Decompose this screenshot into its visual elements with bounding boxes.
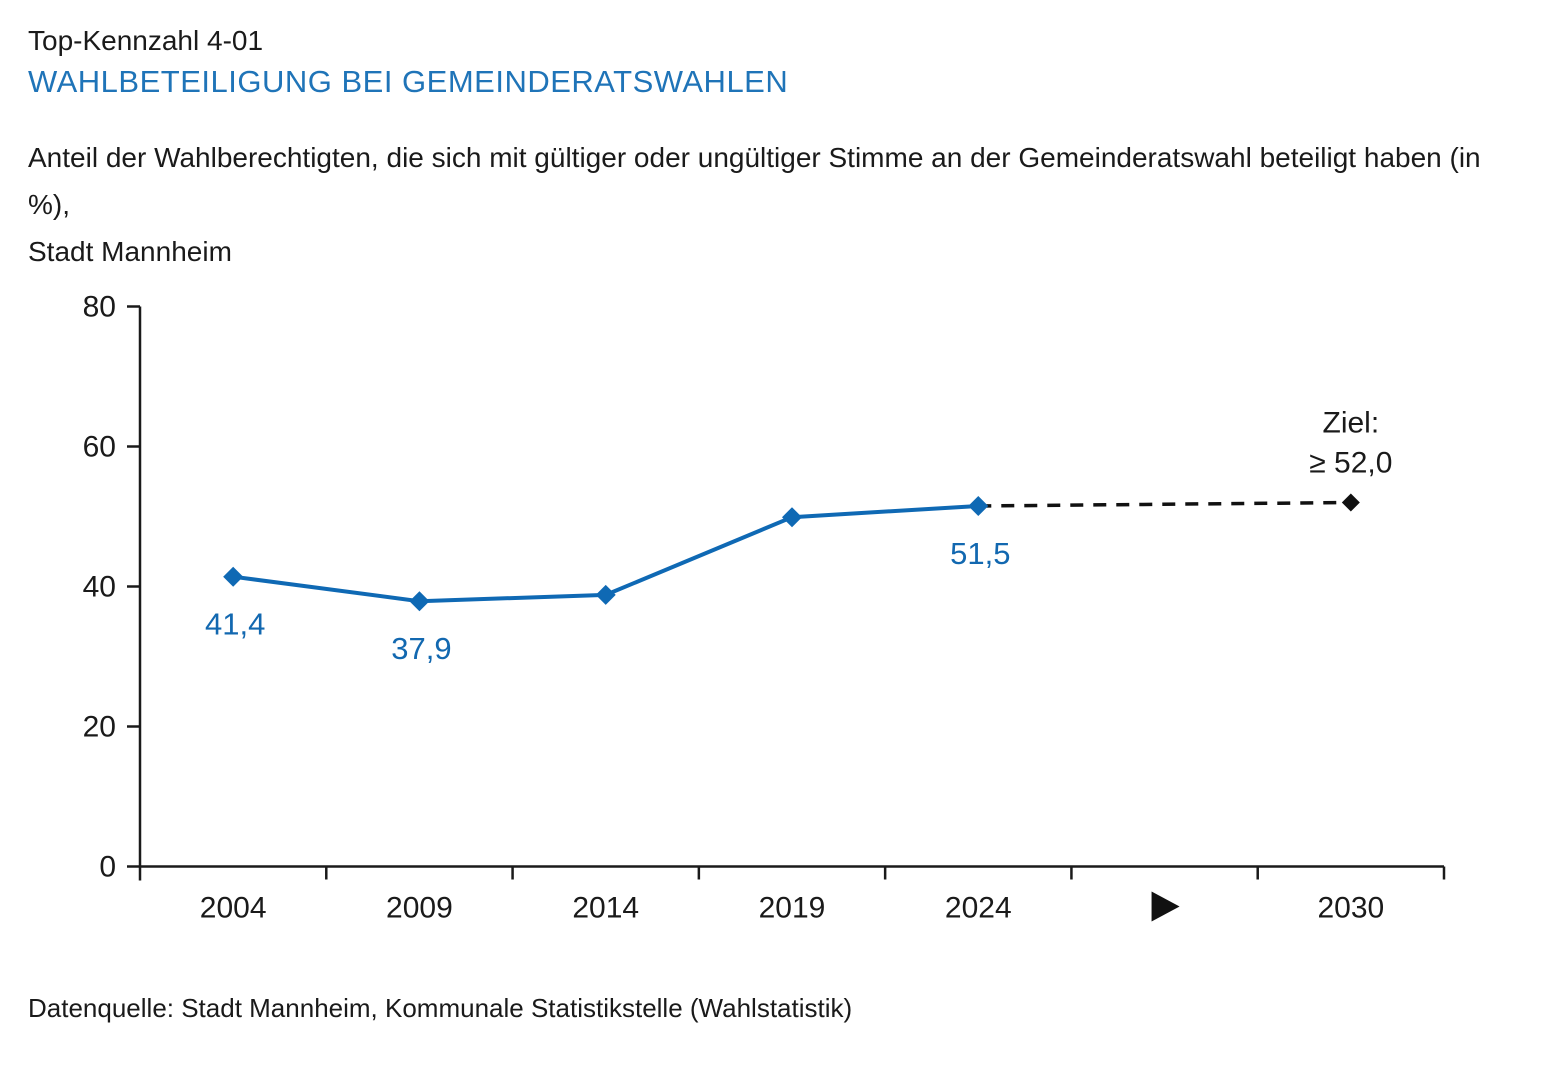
x-tick-label-2004: 2004: [200, 892, 267, 925]
y-tick-label: 20: [83, 711, 116, 744]
data-point-2004: [223, 566, 244, 587]
chart-description: Anteil der Wahlberechtigten, die sich mi…: [28, 134, 1528, 275]
data-label-2009: 37,9: [391, 631, 451, 666]
target-label-line2: ≥ 52,0: [1309, 447, 1392, 480]
y-tick-label: 60: [83, 431, 116, 464]
y-tick-label: 80: [83, 291, 116, 324]
description-line-1: Anteil der Wahlberechtigten, die sich mi…: [28, 142, 1481, 220]
x-tick-label-2024: 2024: [945, 892, 1012, 925]
x-tick-label-2030: 2030: [1317, 892, 1384, 925]
target-point: [1341, 493, 1360, 512]
description-line-2: Stadt Mannheim: [28, 236, 232, 267]
data-point-2009: [409, 591, 430, 612]
y-tick-label: 0: [99, 851, 116, 884]
kpi-number: Top-Kennzahl 4-01: [28, 25, 264, 56]
report-header: Top-Kennzahl 4-01 WAHLBETEILIGUNG BEI GE…: [28, 24, 788, 102]
target-label-line1: Ziel:: [1323, 407, 1380, 440]
data-source: Datenquelle: Stadt Mannheim, Kommunale S…: [28, 993, 853, 1023]
y-tick-label: 40: [83, 571, 116, 604]
data-point-2024: [968, 496, 989, 516]
x-tick-label-2009: 2009: [386, 892, 453, 925]
data-point-2019: [782, 507, 802, 528]
page-title: WAHLBETEILIGUNG BEI GEMEINDERATSWAHLEN: [28, 64, 789, 99]
data-label-2004: 41,4: [205, 607, 265, 642]
x-tick-label-2019: 2019: [759, 892, 826, 925]
target-connector-line: [978, 500, 1351, 508]
forecast-arrow-icon: [1151, 891, 1180, 922]
data-point-2014: [595, 584, 616, 605]
data-label-2024: 51,5: [950, 536, 1010, 571]
x-tick-label-2014: 2014: [572, 892, 639, 925]
